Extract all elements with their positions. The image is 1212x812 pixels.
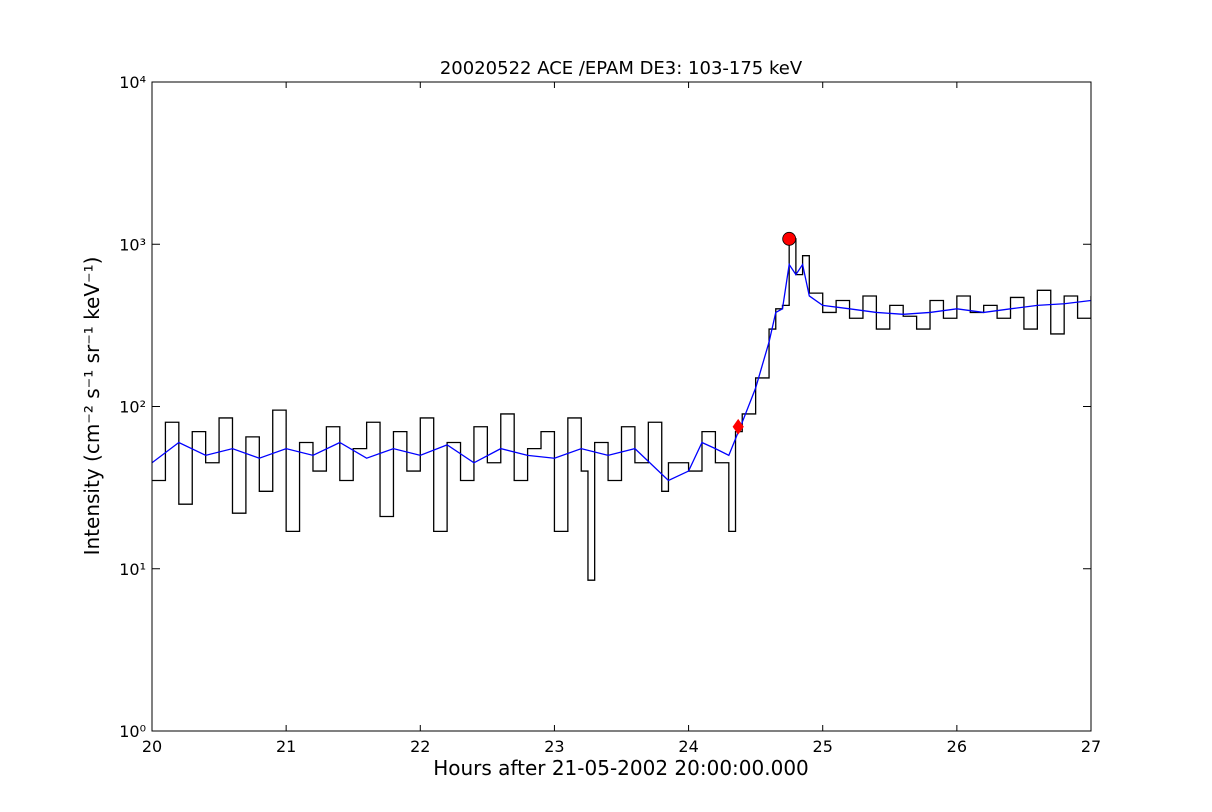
data-line [152,238,1091,581]
x-tick-label: 24 [678,737,698,756]
x-tick-label: 26 [947,737,967,756]
data-line [152,262,1091,482]
x-tick-label: 23 [544,737,564,756]
marker [782,231,797,246]
x-tick-label: 27 [1081,737,1101,756]
y-axis-label: Intensity (cm⁻² s⁻¹ sr⁻¹ keV⁻¹) [80,257,104,556]
x-tick-label: 21 [276,737,296,756]
x-tick-label: 25 [813,737,833,756]
y-tick-label: 10⁰ [119,722,146,741]
y-tick-label: 10⁴ [119,73,146,92]
y-tick-label: 10¹ [119,560,146,579]
x-tick-label: 22 [410,737,430,756]
marker [732,418,744,435]
x-tick-label: 20 [142,737,162,756]
x-axis-label: Hours after 21-05-2002 20:00:00.000 [433,756,809,780]
y-tick-label: 10² [119,398,146,417]
y-tick-label: 10³ [119,235,146,254]
chart-title: 20020522 ACE /EPAM DE3: 103-175 keV [440,58,803,79]
